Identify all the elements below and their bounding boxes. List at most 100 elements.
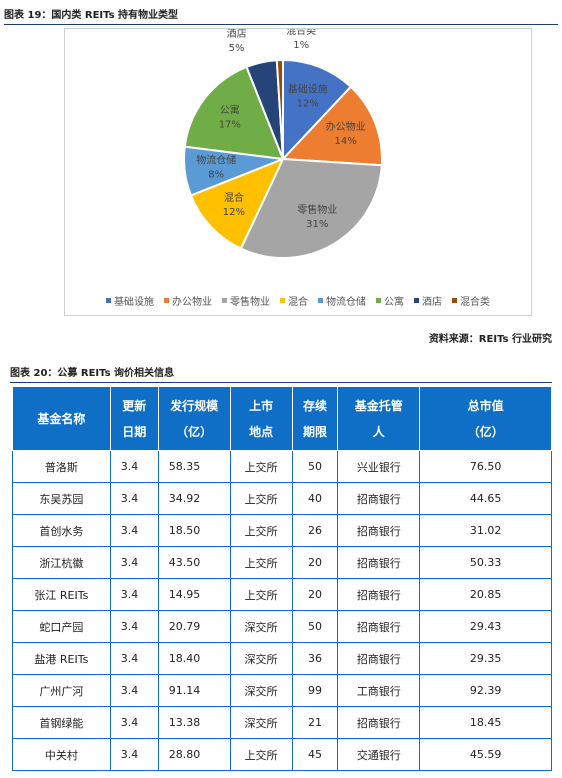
pie-chart: 基础设施 12% 办公物业 14% 零售物业 31% 混合 12% 物流仓储 8% 公寓 17% 酒店 5… [183,29,383,259]
table-row: 浙江杭徽 3.4 43.50 上交所 20 招商银行 50.33 [12,546,552,579]
table-cell: 92.39 [419,674,552,707]
table-cell: 20.85 [419,578,552,611]
table-cell: 上交所 [229,514,293,547]
pie-slice-2 [239,157,383,259]
table-cell: 20 [291,546,339,579]
table-row: 蛇口产园 3.4 20.79 深交所 50 招商银行 29.43 [12,610,552,643]
legend-label: 零售物业 [230,297,270,308]
figure-19-title: 图表 19：国内类 REITs 持有物业类型 [4,6,558,25]
table-cell: 3.4 [109,706,159,739]
column-header: 总市值 （亿） [419,386,552,451]
table-cell: 21 [291,706,339,739]
table-cell: 中关村 [12,738,111,771]
legend-label: 基础设施 [114,297,154,308]
slice-name-label: 基础设施 [288,82,328,95]
column-header: 发行规模 （亿） [157,386,231,451]
slice-percent-label: 1% [293,40,309,51]
table-cell: 广州广河 [12,674,111,707]
table-row: 首钢绿能 3.4 13.38 深交所 21 招商银行 18.45 [12,706,552,739]
slice-percent-label: 8% [208,169,224,180]
table-cell: 张江 REITs [12,578,111,611]
table-cell: 26 [291,514,339,547]
legend-label: 物流仓储 [326,297,366,308]
chart-legend: 基础设施 办公物业 零售物业 混合 物流仓储 公寓 酒店 混合类 [65,293,531,308]
slice-name-label: 零售物业 [297,203,337,216]
table-cell: 上交所 [229,578,293,611]
table-cell: 3.4 [109,738,159,771]
pie-chart-panel: 基础设施 12% 办公物业 14% 零售物业 31% 混合 12% 物流仓储 8% 公寓 17% 酒店 5… [64,28,532,316]
slice-name-label: 混合类 [286,29,316,37]
legend-label: 公寓 [384,297,404,308]
table-cell: 上交所 [229,450,293,483]
table-cell: 28.80 [157,738,231,771]
table-cell: 3.4 [109,610,159,643]
table-cell: 20 [291,578,339,611]
table-cell: 31.02 [419,514,552,547]
table-cell: 工商银行 [337,674,421,707]
table-cell: 深交所 [229,642,293,675]
table-cell: 50 [291,610,339,643]
table-cell: 招商银行 [337,546,421,579]
table-cell: 招商银行 [337,482,421,515]
table-cell: 招商银行 [337,610,421,643]
column-header: 更新 日期 [109,386,159,451]
slice-name-label: 物流仓储 [196,153,236,166]
table-cell: 50.33 [419,546,552,579]
table-row: 普洛斯 3.4 58.35 上交所 50 兴业银行 76.50 [12,450,552,483]
slice-percent-label: 17% [219,120,241,131]
slice-name-label: 公寓 [220,104,240,117]
table-cell: 招商银行 [337,642,421,675]
table-cell: 招商银行 [337,578,421,611]
table-cell: 45.59 [419,738,552,771]
pie-slice-7 [275,58,284,160]
table-cell: 浙江杭徽 [12,546,111,579]
table-cell: 13.38 [157,706,231,739]
table-cell: 蛇口产园 [12,610,111,643]
table-cell: 3.4 [109,642,159,675]
slice-name-label: 酒店 [227,29,247,40]
table-cell: 深交所 [229,610,293,643]
slice-name-label: 混合 [224,191,244,204]
legend-label: 酒店 [422,297,442,308]
column-header: 基金名称 [12,386,111,451]
legend-item: 酒店 [414,293,442,308]
table-cell: 44.65 [419,482,552,515]
legend-swatch [164,298,169,303]
table-cell: 3.4 [109,514,159,547]
table-row: 中关村 3.4 28.80 上交所 45 交通银行 45.59 [12,738,552,771]
legend-item: 基础设施 [106,293,154,308]
table-row: 广州广河 3.4 91.14 深交所 99 工商银行 92.39 [12,674,552,707]
legend-swatch [280,298,285,303]
table-20-title: 图表 20：公募 REITs 询价相关信息 [10,364,552,383]
slice-percent-label: 31% [306,219,328,230]
table-cell: 99 [291,674,339,707]
table-cell: 14.95 [157,578,231,611]
table-body: 普洛斯 3.4 58.35 上交所 50 兴业银行 76.50 东吴苏园 3.4 34.92 上交所… [12,450,552,771]
table-cell: 40 [291,482,339,515]
table-cell: 91.14 [157,674,231,707]
table-cell: 交通银行 [337,738,421,771]
column-header: 基金托管人 [337,386,421,451]
table-cell: 深交所 [229,674,293,707]
table-row: 东吴苏园 3.4 34.92 上交所 40 招商银行 44.65 [12,482,552,515]
legend-item: 公寓 [376,293,404,308]
table-cell: 43.50 [157,546,231,579]
slice-percent-label: 12% [297,98,319,109]
reits-table: 基金名称 更新 日期 发行规模 （亿） 上市 地点 存续 期限 基金托管人总市值 （亿） 普洛斯 3.… [12,386,552,771]
table-cell: 34.92 [157,482,231,515]
table-cell: 招商银行 [337,706,421,739]
table-cell: 76.50 [419,450,552,483]
table-cell: 盐港 REITs [12,642,111,675]
legend-swatch [414,298,419,303]
table-cell: 招商银行 [337,514,421,547]
table-cell: 18.40 [157,642,231,675]
column-header: 上市 地点 [229,386,293,451]
table-header-row: 基金名称 更新 日期 发行规模 （亿） 上市 地点 存续 期限 基金托管人总市值 （亿） [12,386,552,451]
table-row: 首创水务 3.4 18.50 上交所 26 招商银行 31.02 [12,514,552,547]
table-row: 盐港 REITs 3.4 18.40 深交所 36 招商银行 29.35 [12,642,552,675]
legend-item: 混合类 [452,293,490,308]
table-cell: 50 [291,450,339,483]
legend-item: 物流仓储 [318,293,366,308]
table-cell: 上交所 [229,482,293,515]
legend-label: 办公物业 [172,297,212,308]
